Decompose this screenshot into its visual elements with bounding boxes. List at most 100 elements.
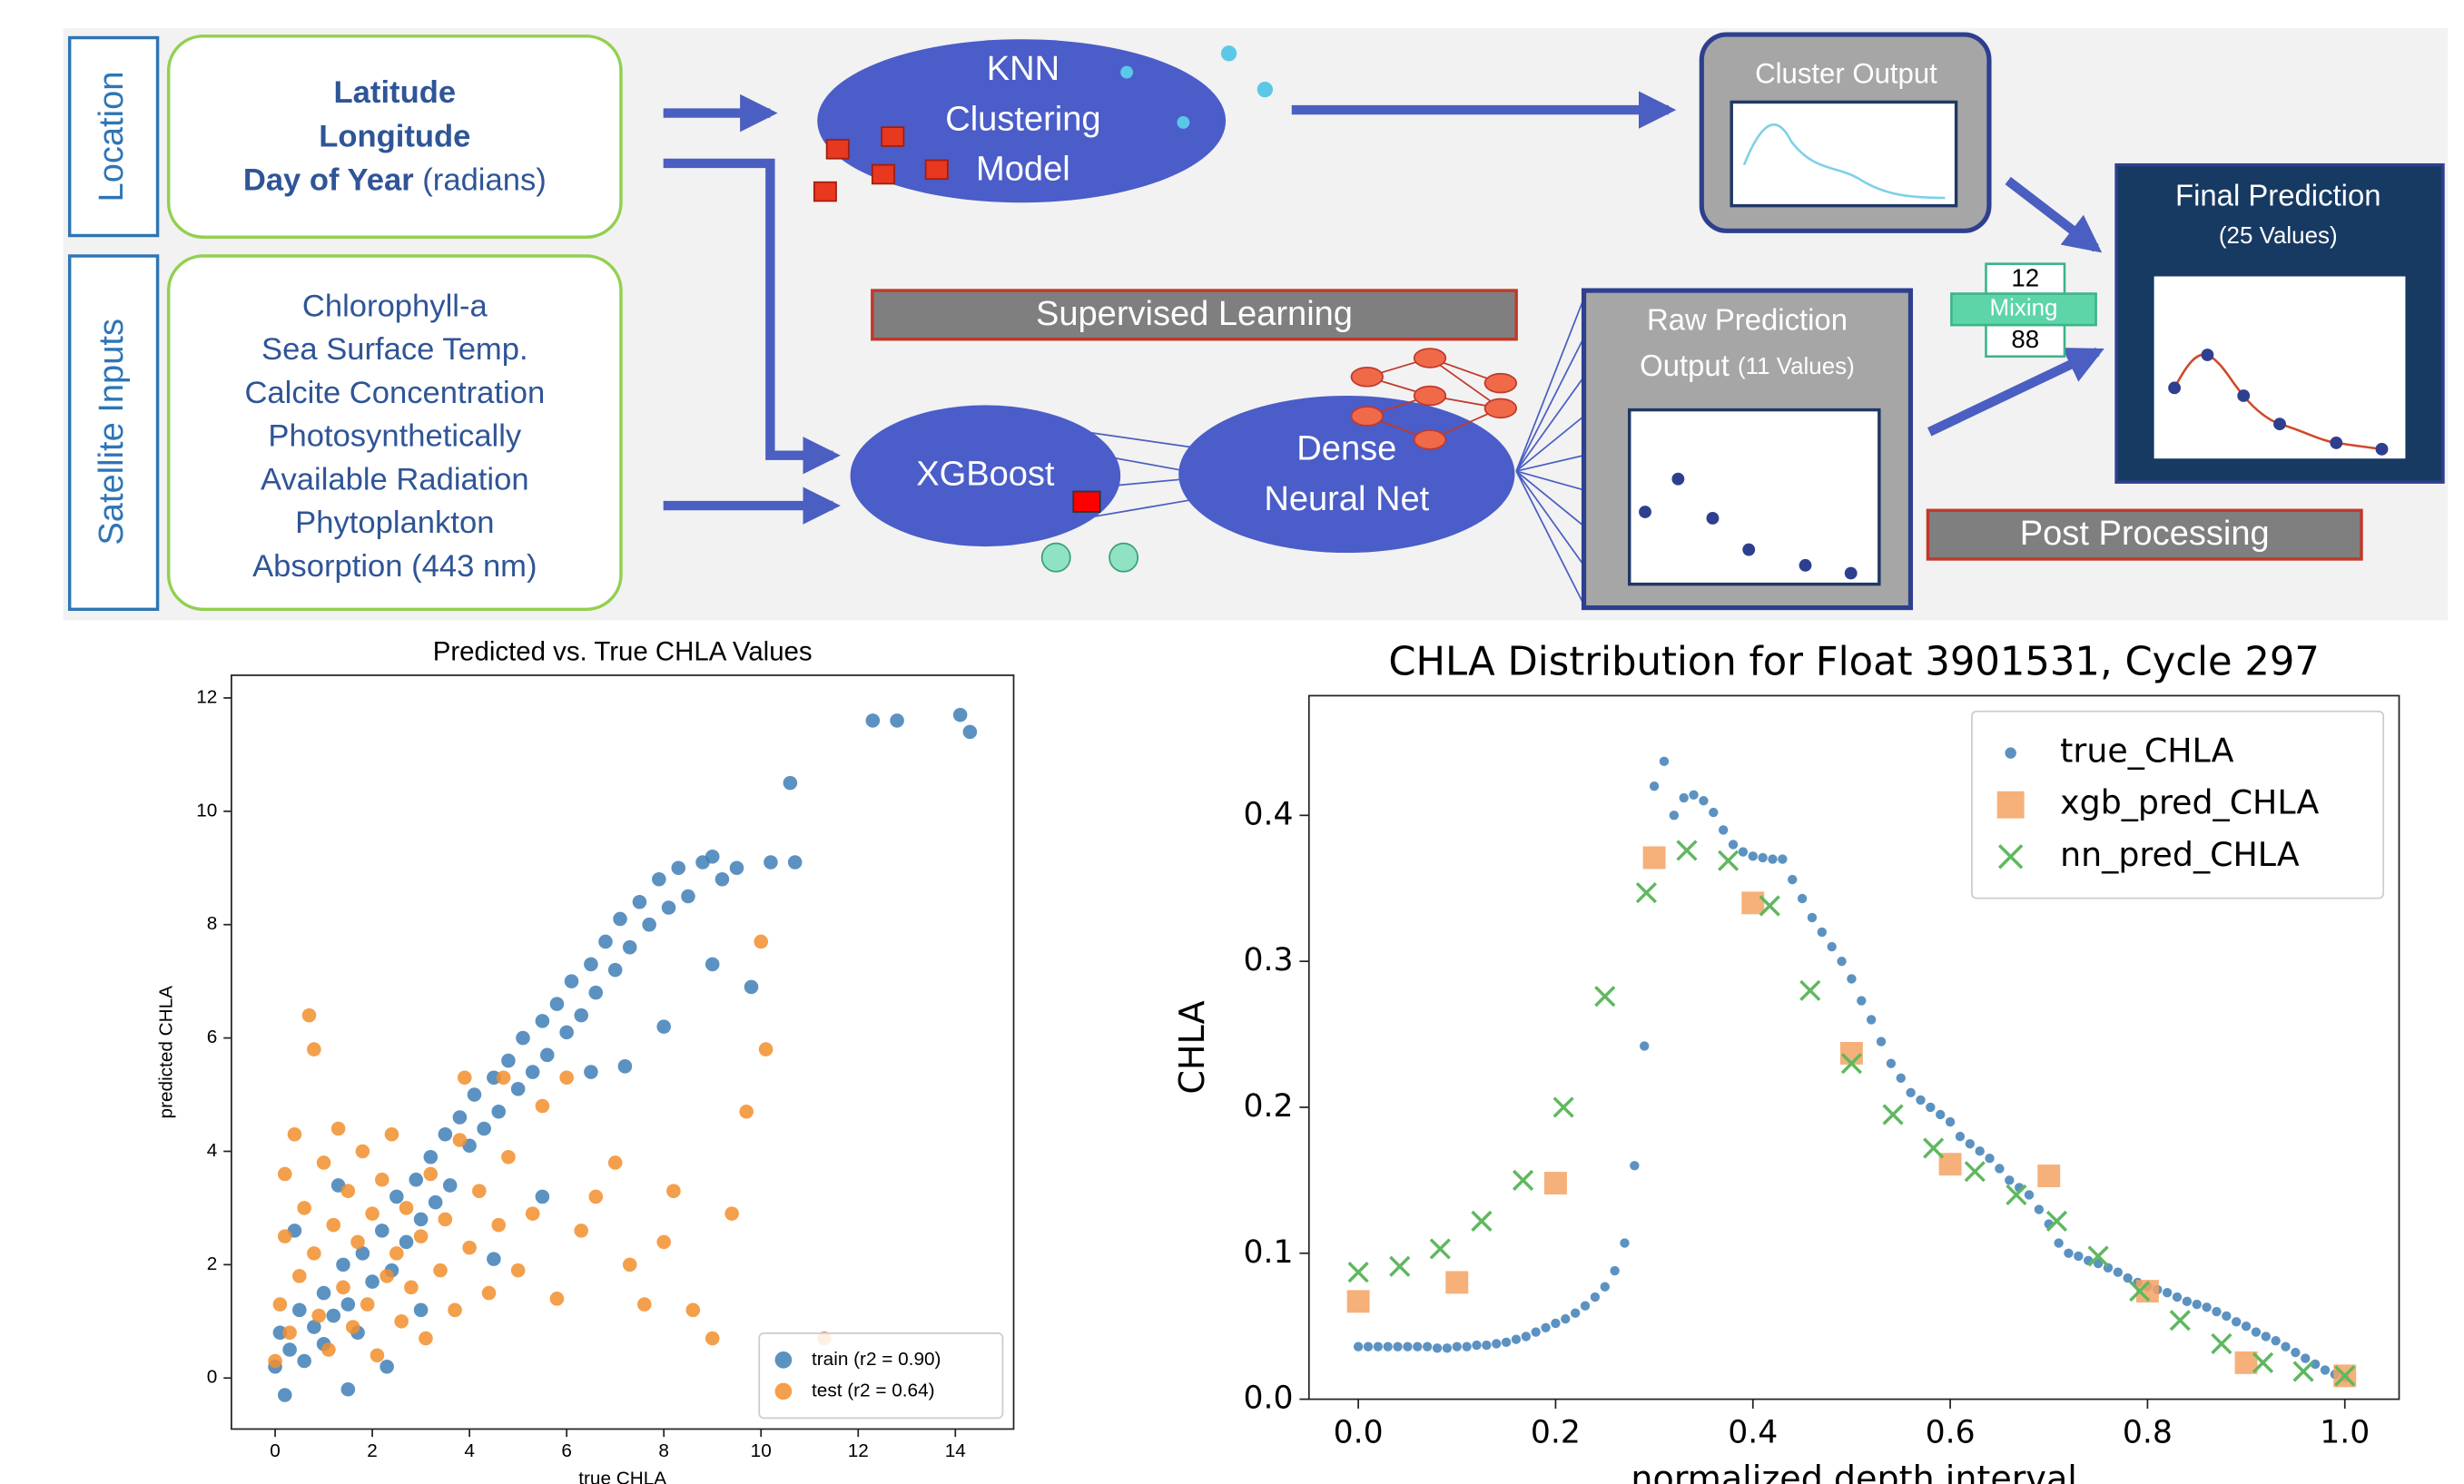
data-point xyxy=(1916,1095,1926,1106)
data-point xyxy=(1649,781,1660,791)
data-point xyxy=(636,1297,652,1312)
data-point xyxy=(1492,1339,1502,1349)
data-point xyxy=(2182,1296,2193,1307)
data-point xyxy=(277,1166,292,1182)
data-point xyxy=(1985,1154,1995,1164)
x-tick-label: 0.8 xyxy=(2123,1415,2173,1451)
data-point xyxy=(622,1257,637,1273)
xgboost-label: XGBoost xyxy=(916,455,1055,493)
data-point xyxy=(1699,796,1709,806)
connection xyxy=(1515,454,1584,472)
input-line: Longitude xyxy=(319,119,470,153)
data-point xyxy=(1876,1037,1887,1047)
data-point xyxy=(724,1206,739,1221)
cluster-plot xyxy=(1730,100,1958,208)
data-point xyxy=(729,860,744,876)
connection xyxy=(1515,376,1585,472)
data-point xyxy=(559,1025,574,1040)
data-point xyxy=(613,911,627,927)
data-point xyxy=(783,775,798,791)
y-tick-label: 12 xyxy=(196,686,217,707)
data-point xyxy=(2222,1311,2232,1322)
data-point xyxy=(1839,1041,1863,1065)
data-point xyxy=(491,1104,507,1119)
legend-label: train (r2 = 0.90) xyxy=(812,1349,941,1370)
data-point xyxy=(1866,1015,1877,1025)
data-point xyxy=(1543,1172,1567,1195)
data-point xyxy=(564,974,579,988)
icon xyxy=(1350,406,1384,427)
data-point xyxy=(1669,811,1680,821)
data-point xyxy=(535,1014,550,1028)
data-point xyxy=(399,1201,414,1215)
supervised-bar xyxy=(871,289,1518,341)
legend-marker xyxy=(774,1382,793,1400)
data-point xyxy=(307,1320,321,1334)
satellite-label: Satellite Inputs xyxy=(93,319,131,545)
data-point xyxy=(462,1240,477,1255)
data-point xyxy=(1995,1164,2005,1174)
data-point xyxy=(477,1121,491,1136)
data-point xyxy=(1679,792,1689,803)
data-point xyxy=(311,1308,327,1323)
data-point xyxy=(535,1098,550,1114)
data-point xyxy=(1429,1238,1451,1260)
data-point xyxy=(379,1359,394,1374)
data-point xyxy=(340,1381,356,1397)
data-point xyxy=(1452,1341,1462,1351)
final-prediction-label: (25 Values) xyxy=(2219,223,2338,249)
data-point xyxy=(1759,895,1780,917)
data-point xyxy=(2241,1321,2252,1332)
data-point xyxy=(685,1302,701,1318)
data-point xyxy=(510,1263,526,1278)
icon xyxy=(1639,506,1651,518)
data-point xyxy=(442,1178,458,1193)
input-line: Chlorophyll-a xyxy=(302,289,488,323)
y-tick-label: 6 xyxy=(207,1027,218,1047)
data-point xyxy=(1403,1341,1413,1351)
icon xyxy=(924,159,949,181)
data-point xyxy=(1472,1340,1482,1351)
data-point xyxy=(389,1246,404,1261)
data-point xyxy=(326,1217,341,1233)
series xyxy=(268,707,978,1402)
icon xyxy=(1072,490,1101,513)
data-point xyxy=(1552,1096,1574,1118)
x-tick-label: 0.4 xyxy=(1728,1415,1778,1451)
data-point xyxy=(1926,1102,1936,1113)
data-point xyxy=(2192,1299,2202,1310)
data-point xyxy=(574,1224,588,1238)
data-point xyxy=(375,1172,389,1187)
x-tick-label: 0.2 xyxy=(1531,1415,1581,1451)
data-point xyxy=(1442,1343,1453,1353)
data-point xyxy=(2037,1165,2061,1187)
data-point xyxy=(1945,1116,1956,1127)
data-point xyxy=(1817,927,1828,938)
data-point xyxy=(1373,1341,1384,1351)
data-point xyxy=(525,1065,540,1079)
data-point xyxy=(1906,1087,1916,1098)
data-point xyxy=(584,957,598,972)
chart: CHLA Distribution for Float 3901531, Cyc… xyxy=(1172,639,2400,1484)
data-point xyxy=(1580,1301,1591,1311)
data-point xyxy=(297,1353,311,1369)
legend-marker xyxy=(1997,844,2024,870)
connection xyxy=(1084,430,1195,448)
data-point xyxy=(2252,1351,2274,1373)
x-tick-label: 0.0 xyxy=(1334,1415,1384,1451)
data-point xyxy=(501,1053,516,1068)
y-tick-label: 2 xyxy=(207,1253,218,1274)
data-point xyxy=(419,1331,433,1346)
network-icon xyxy=(1350,348,1518,450)
data-point xyxy=(1511,1334,1522,1344)
y-axis-label: CHLA xyxy=(1172,1000,1212,1094)
icon xyxy=(1040,542,1071,573)
data-point xyxy=(487,1252,501,1266)
legend-label: true_CHLA xyxy=(2060,732,2233,771)
data-point xyxy=(340,1297,356,1312)
data-point xyxy=(2005,1175,2015,1185)
data-point xyxy=(321,1342,336,1357)
data-point xyxy=(559,1070,574,1086)
data-point xyxy=(268,1353,282,1369)
data-point xyxy=(277,1388,292,1402)
